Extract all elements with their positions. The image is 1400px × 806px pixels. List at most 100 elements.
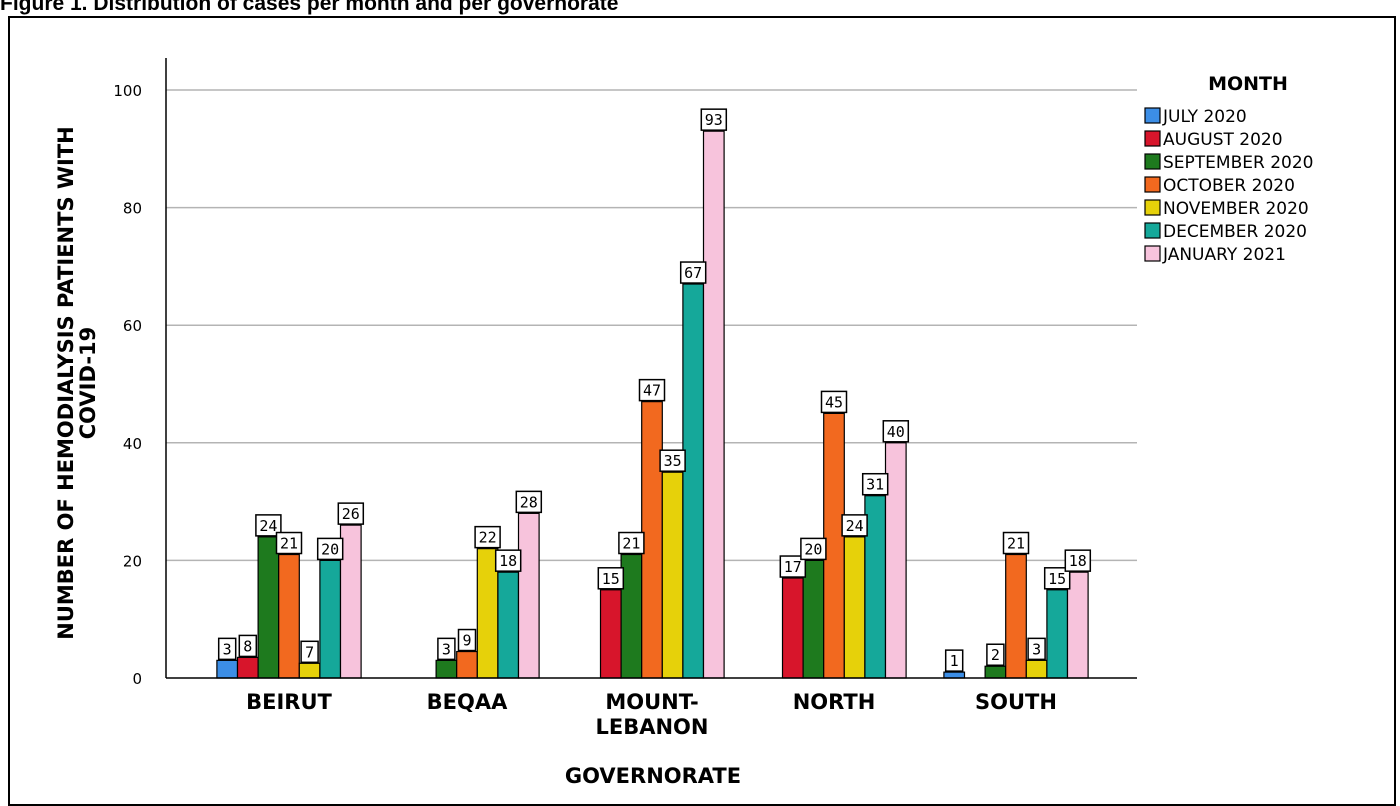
data-label: 26 (342, 505, 360, 523)
data-label-box (300, 640, 319, 664)
data-label-box (255, 514, 282, 537)
data-label: 31 (866, 476, 884, 494)
figure-caption: Figure 1. Distribution of cases per mont… (0, 0, 619, 15)
data-label: 45 (825, 393, 843, 411)
data-label-box (1027, 637, 1046, 661)
legend-item-label: NOVEMBER 2020 (1163, 199, 1309, 219)
data-label: 3 (223, 640, 232, 658)
data-label-box (659, 449, 686, 472)
data-label: 47 (643, 382, 661, 400)
bar-beqaa-december-2020 (497, 571, 520, 679)
data-label-box (861, 472, 889, 496)
bar-north-november-2020 (843, 536, 866, 679)
data-label-box (437, 637, 456, 661)
bar-south-january-2021 (1066, 571, 1089, 679)
data-label-box (275, 531, 303, 555)
bar-beirut-july-2020 (216, 659, 239, 679)
data-label-box (841, 514, 868, 537)
data-label: 7 (305, 643, 314, 661)
legend-swatch (1144, 130, 1161, 147)
data-label: 3 (442, 640, 451, 658)
bar-beqaa-november-2020 (476, 548, 499, 679)
data-label-box (316, 537, 344, 561)
data-label-box (337, 502, 365, 525)
data-label: 67 (684, 264, 702, 282)
bar-south-october-2020 (1005, 553, 1027, 679)
data-label: 24 (846, 517, 864, 535)
data-label: 1 (950, 652, 959, 670)
data-label-box (820, 390, 848, 414)
bar-beirut-december-2020 (319, 559, 342, 679)
bar-north-january-2021 (884, 442, 907, 679)
legend-swatch (1144, 245, 1161, 262)
data-label: 15 (1048, 570, 1066, 588)
data-label: 18 (499, 552, 517, 570)
data-label-box (597, 567, 625, 590)
legend-item-label: OCTOBER 2020 (1163, 176, 1295, 196)
data-label: 40 (887, 423, 905, 441)
data-label-box (638, 378, 666, 402)
data-label-box (474, 525, 501, 549)
data-label: 93 (705, 111, 723, 129)
data-label: 18 (1069, 552, 1087, 570)
bar-beqaa-october-2020 (456, 650, 478, 679)
data-label: 21 (280, 535, 298, 553)
x-tick-label-beqaa: BEQAA (427, 690, 508, 714)
legend-item-label: JANUARY 2021 (1162, 245, 1286, 265)
legend-swatch (1144, 153, 1161, 170)
legend-swatch (1144, 222, 1161, 239)
y-tick-label-0: 0 (132, 670, 142, 688)
data-label-box (238, 634, 258, 658)
bar-beqaa-january-2021 (517, 512, 540, 679)
data-label: 21 (622, 535, 640, 553)
legend-item-label: AUGUST 2020 (1163, 130, 1283, 150)
data-label-box (944, 649, 964, 672)
data-label: 35 (664, 452, 682, 470)
x-tick-label-north: NORTH (793, 690, 876, 714)
data-label: 21 (1007, 535, 1025, 553)
legend-item-label: DECEMBER 2020 (1163, 222, 1307, 242)
bar-south-november-2020 (1025, 659, 1048, 679)
y-tick-label-100: 100 (113, 82, 142, 100)
axes (165, 58, 1137, 679)
data-label: 28 (520, 493, 538, 511)
y-tick-label-80: 80 (123, 200, 142, 218)
data-label: 22 (479, 529, 497, 547)
legend-swatch (1144, 199, 1161, 216)
bar-south-september-2020 (984, 665, 1007, 679)
data-label: 24 (259, 517, 277, 535)
data-label: 3 (1032, 640, 1041, 658)
bar-north-october-2020 (823, 412, 845, 679)
data-label: 17 (784, 558, 802, 576)
data-label-box (1043, 567, 1071, 590)
y-axis-title: NUMBER OF HEMODIALYSIS PATIENTS WITHCOVI… (54, 126, 100, 640)
legend-item-label: SEPTEMBER 2020 (1163, 153, 1313, 173)
bars (216, 130, 1089, 679)
bar-mount-lebanon-september-2020 (620, 553, 643, 679)
data-label-box (1064, 549, 1092, 572)
bar-south-july-2020 (943, 671, 966, 679)
data-label-box (217, 637, 237, 661)
data-label-box (618, 531, 645, 555)
legend-item-label: JULY 2020 (1162, 107, 1247, 127)
bar-mount-lebanon-august-2020 (599, 589, 622, 679)
x-axis-title: GOVERNORATE (565, 764, 741, 788)
bar-beirut-january-2021 (339, 524, 362, 679)
bar-beirut-october-2020 (278, 553, 300, 679)
data-label-box (986, 643, 1005, 666)
data-label-box (1002, 531, 1030, 555)
data-label: 9 (462, 632, 471, 650)
data-label: 15 (602, 570, 620, 588)
data-label-box (779, 555, 807, 578)
x-tick-label-mount-lebanon: MOUNT-LEBANON (596, 690, 709, 739)
legend-title: MONTH (1208, 73, 1288, 95)
data-label-box (679, 261, 707, 284)
data-label: 2 (991, 646, 1000, 664)
y-tick-label-20: 20 (123, 552, 142, 570)
bar-mount-lebanon-december-2020 (682, 283, 705, 679)
legend: JULY 2020 AUGUST 2020 SEPTEMBER 2020 OCTOBE… (1144, 107, 1313, 265)
bar-mount-lebanon-november-2020 (661, 471, 684, 679)
data-label-box (700, 108, 728, 131)
